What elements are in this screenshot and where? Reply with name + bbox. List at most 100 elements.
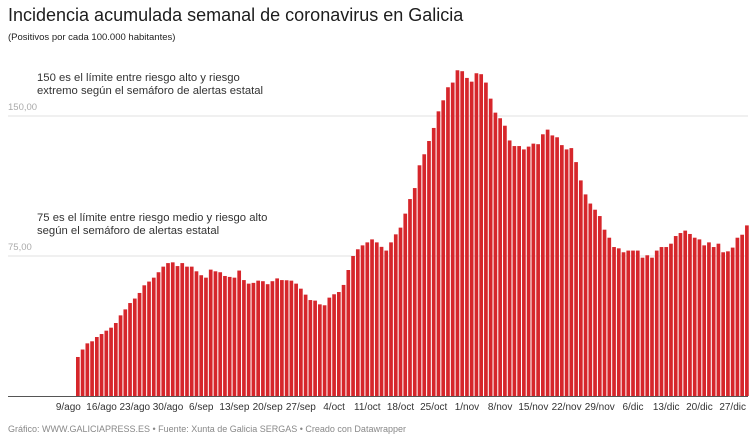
bar-15/sep: [242, 280, 246, 396]
bar-30/nov: [602, 229, 607, 396]
bar-30/dic: [745, 225, 749, 396]
bar-13/oct: [374, 242, 379, 396]
bar-9/nov: [503, 125, 507, 396]
bar-15/dic: [673, 236, 678, 396]
x-tick-label: 4/oct: [323, 402, 345, 413]
x-tick-label: 29/nov: [585, 402, 615, 413]
bar-28/dic: [735, 237, 740, 396]
bar-11/dic: [654, 250, 659, 396]
bar-7/dic: [635, 250, 640, 396]
x-tick-label: 1/nov: [455, 402, 479, 413]
bar-24/dic: [716, 243, 721, 396]
bar-25/dic: [721, 252, 726, 396]
bar-18/nov: [545, 129, 550, 397]
bar-17/dic: [683, 230, 688, 396]
x-tick-label: 15/nov: [518, 402, 548, 413]
x-tick-label: 8/nov: [488, 402, 512, 413]
bar-8/dic: [640, 257, 645, 396]
bar-1/dic: [607, 237, 612, 396]
bar-9/oct: [355, 249, 360, 396]
bar-3/nov: [474, 73, 479, 397]
bar-22/nov: [564, 149, 569, 396]
chart-subtitle: (Positivos por cada 100.000 habitantes): [8, 32, 176, 43]
bar-16/dic: [678, 233, 683, 396]
x-tick-label: 25/oct: [420, 402, 447, 413]
y-tick-label: 75,00: [8, 242, 32, 253]
x-tick-label: 20/sep: [253, 402, 283, 413]
bar-29/ago: [161, 266, 166, 396]
bar-5/nov: [484, 82, 488, 396]
bar-27/sep: [299, 288, 303, 396]
bar-1/oct: [317, 304, 322, 396]
bar-26/ago: [147, 281, 151, 396]
bar-14/dic: [669, 243, 673, 396]
bar-14/oct: [379, 246, 384, 396]
x-tick-label: 6/sep: [189, 402, 214, 413]
bar-26/dic: [726, 251, 730, 396]
bar-1/sep: [175, 266, 180, 396]
bar-20/ago: [118, 315, 123, 396]
bar-19/sep: [261, 281, 265, 396]
bar-16/oct: [389, 242, 393, 396]
bar-12/oct: [370, 239, 374, 396]
bar-11/sep: [223, 275, 227, 396]
bar-3/sep: [185, 266, 189, 396]
bar-6/nov: [488, 98, 493, 396]
bar-2/oct: [322, 305, 327, 396]
bar-6/oct: [341, 284, 346, 396]
bar-4/nov: [479, 74, 484, 396]
bar-28/nov: [593, 209, 597, 396]
bar-22/sep: [275, 278, 279, 396]
x-tick-label: 11/oct: [354, 402, 381, 413]
x-tick-label: 16/ago: [86, 402, 117, 413]
x-tick-label: 13/sep: [219, 402, 249, 413]
bar-7/oct: [346, 270, 351, 396]
bar-26/sep: [294, 283, 298, 396]
bar-7/sep: [204, 277, 208, 396]
bar-19/ago: [113, 323, 118, 396]
bar-12/nov: [517, 146, 521, 396]
bar-15/oct: [384, 250, 389, 396]
bar-23/sep: [280, 280, 284, 396]
footer-credits: Gráfico: WWW.GALICIAPRESS.ES • Fuente: X…: [8, 424, 406, 434]
bar-30/oct: [455, 70, 460, 397]
bar-22/oct: [417, 165, 422, 396]
bar-28/sep: [303, 294, 308, 396]
bar-11/ago: [76, 356, 80, 396]
bar-2/sep: [180, 263, 185, 396]
bar-7/nov: [493, 112, 498, 396]
bar-23/nov: [569, 148, 574, 396]
bar-15/nov: [531, 143, 536, 396]
bar-15/ago: [94, 337, 99, 396]
bar-19/oct: [403, 213, 408, 396]
bar-20/dic: [697, 239, 702, 396]
bar-17/oct: [393, 234, 398, 396]
bar-2/nov: [469, 81, 474, 397]
x-tick-label: 30/ago: [153, 402, 184, 413]
bar-19/dic: [692, 237, 697, 396]
annotation-75: 75 es el límite entre riesgo medio y rie…: [37, 212, 268, 237]
x-tick-label: 6/dic: [622, 402, 643, 413]
bar-17/nov: [541, 134, 545, 396]
bar-24/sep: [284, 280, 289, 396]
bar-25/sep: [289, 280, 294, 396]
bar-26/nov: [583, 194, 588, 396]
x-tick-label: 23/ago: [119, 402, 150, 413]
bar-25/nov: [578, 180, 583, 396]
x-tick-label: 27/dic: [719, 402, 746, 413]
bar-10/oct: [360, 245, 365, 396]
bar-1/nov: [465, 77, 469, 397]
bar-22/dic: [707, 242, 711, 396]
bar-21/oct: [412, 188, 417, 396]
bar-27/oct: [441, 100, 446, 396]
bar-8/nov: [498, 118, 503, 397]
bar-17/ago: [104, 330, 109, 396]
bar-23/dic: [711, 247, 716, 396]
bar-16/ago: [99, 334, 104, 396]
bar-12/sep: [227, 276, 232, 396]
bar-10/dic: [650, 257, 654, 396]
bar-5/sep: [194, 271, 199, 396]
bar-28/ago: [156, 272, 161, 396]
bar-4/oct: [332, 294, 336, 396]
